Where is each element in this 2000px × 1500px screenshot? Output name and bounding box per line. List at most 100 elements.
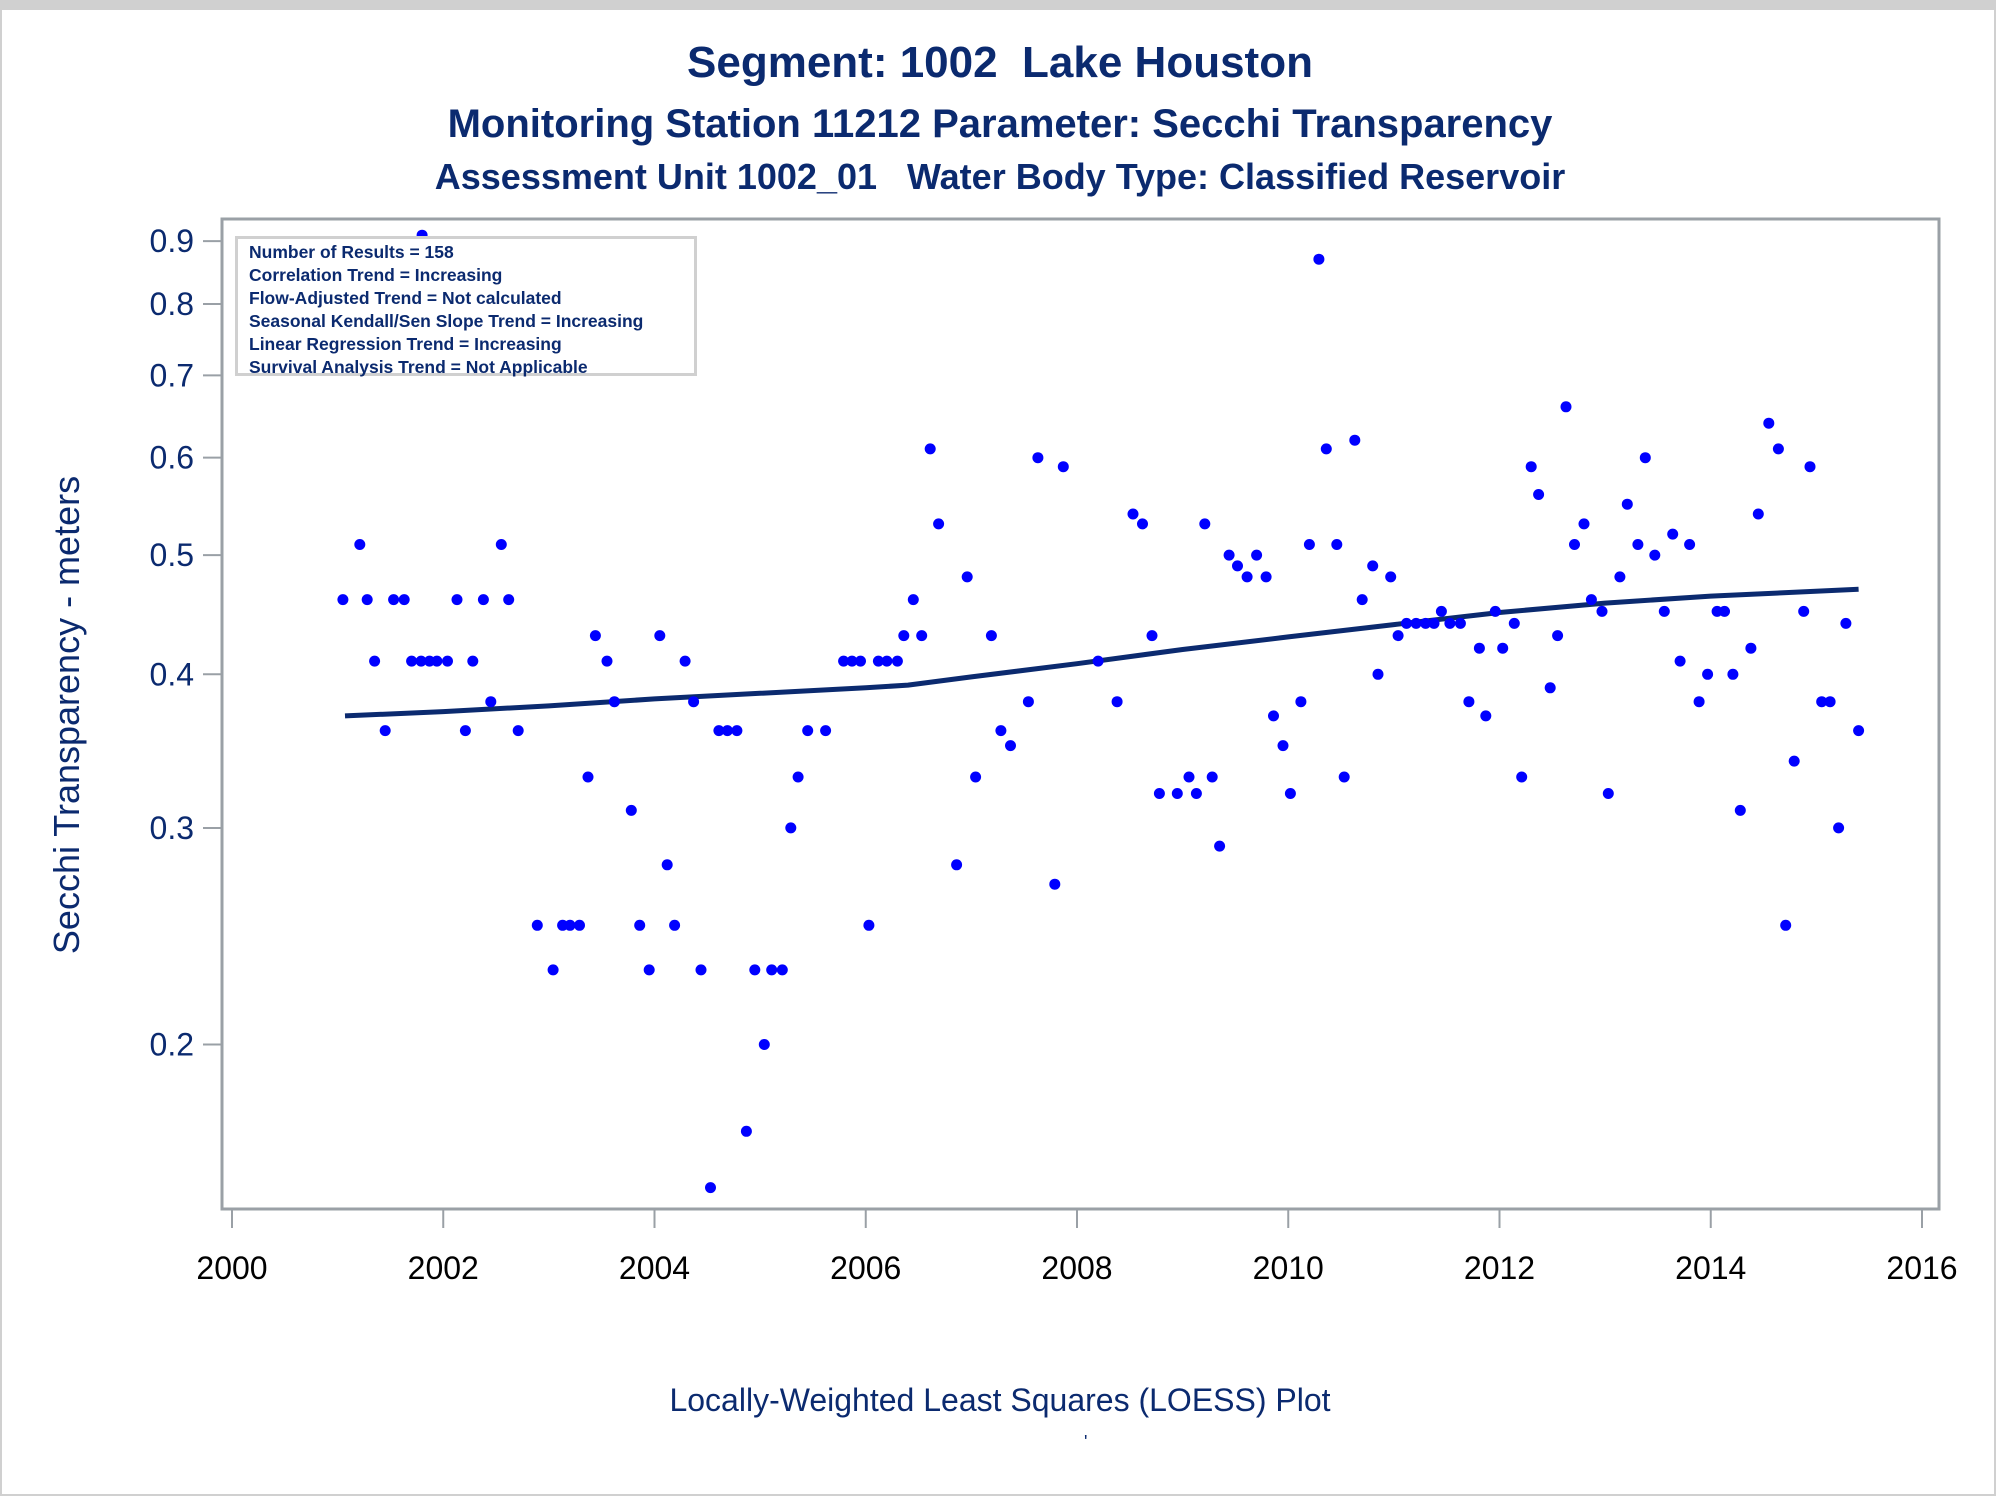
data-point — [1833, 822, 1845, 834]
data-point — [1639, 452, 1651, 464]
data-point — [608, 696, 620, 708]
data-point — [985, 630, 997, 642]
data-point — [1533, 489, 1545, 500]
data-point — [924, 443, 936, 455]
data-point — [1480, 710, 1492, 722]
data-point — [369, 655, 381, 667]
data-point — [1092, 655, 1104, 667]
data-point — [1367, 560, 1379, 572]
data-point — [1385, 571, 1397, 583]
chart-subtitle-assessment: Assessment Unit 1002_01 Water Body Type:… — [434, 156, 1566, 197]
data-point — [933, 518, 945, 530]
data-point — [1585, 594, 1597, 606]
data-point — [679, 655, 691, 667]
x-tick-label: 2000 — [196, 1250, 267, 1286]
data-point — [961, 571, 973, 583]
data-points — [337, 229, 1865, 1194]
x-tick-label: 2016 — [1886, 1250, 1957, 1286]
data-point — [838, 655, 850, 667]
data-point — [1752, 508, 1764, 520]
x-axis: 2000 2002 2004 2006 2008 2010 2012 2014 2016 — [196, 1209, 1958, 1286]
data-point — [916, 630, 928, 642]
data-point — [1232, 560, 1243, 572]
data-point — [547, 964, 559, 976]
y-axis: 0.2 0.3 0.4 0.5 0.6 0.7 0.8 0.9 — [150, 223, 222, 1063]
data-point — [669, 919, 681, 931]
data-point — [1632, 539, 1644, 550]
data-point — [881, 655, 893, 667]
data-point — [1435, 605, 1447, 617]
y-tick-label: 0.9 — [150, 223, 194, 259]
data-point — [1702, 668, 1714, 680]
legend-linear-regression-trend: Linear Regression Trend = Increasing — [249, 334, 562, 354]
loess-line — [344, 586, 1859, 719]
y-tick-label: 0.4 — [150, 656, 194, 692]
data-point — [1840, 617, 1852, 629]
data-point — [1816, 696, 1828, 708]
data-point — [1331, 539, 1343, 550]
data-point — [1614, 571, 1626, 583]
x-tick-label: 2006 — [830, 1250, 901, 1286]
data-point — [1241, 571, 1253, 583]
data-point — [1569, 539, 1580, 550]
data-point — [898, 630, 910, 642]
data-point — [582, 771, 594, 783]
legend-flow-adjusted-trend: Flow-Adjusted Trend = Not calculated — [249, 288, 562, 308]
data-point — [1804, 461, 1816, 473]
data-point — [1277, 740, 1289, 752]
x-tick-label: 2012 — [1464, 1250, 1535, 1286]
data-point — [379, 725, 391, 737]
data-point — [477, 594, 489, 606]
data-point — [1153, 788, 1165, 799]
data-point — [820, 725, 832, 737]
y-tick-label: 0.8 — [150, 286, 194, 322]
data-point — [467, 655, 479, 667]
data-point — [1719, 605, 1730, 617]
data-point — [1621, 498, 1633, 510]
data-point — [1596, 605, 1608, 617]
data-point — [1602, 788, 1614, 799]
trend-summary-box: Number of Results = 158 Correlation Tren… — [235, 236, 697, 377]
data-point — [1772, 443, 1784, 455]
data-point — [1674, 655, 1686, 667]
data-point — [1137, 518, 1148, 530]
data-point — [1798, 605, 1810, 617]
data-point — [361, 594, 373, 606]
caption-mark: ' — [1084, 1432, 1088, 1452]
data-point — [1251, 549, 1263, 561]
y-tick-label: 0.3 — [150, 810, 194, 846]
data-point — [1525, 461, 1537, 473]
data-point — [1516, 771, 1528, 783]
data-point — [1780, 919, 1792, 931]
data-point — [1560, 401, 1572, 413]
data-point — [721, 725, 733, 737]
data-point — [1727, 668, 1739, 680]
data-point — [406, 655, 418, 667]
data-point — [785, 822, 797, 834]
data-point — [398, 594, 410, 606]
data-point — [495, 539, 507, 550]
data-point — [1356, 594, 1368, 606]
data-point — [531, 919, 543, 931]
data-point — [1788, 755, 1800, 767]
data-point — [512, 725, 524, 737]
legend-survival-analysis-trend: Survival Analysis Trend = Not Applicable — [249, 357, 588, 377]
data-point — [1190, 788, 1202, 799]
data-point — [634, 919, 646, 931]
data-point — [1392, 630, 1404, 642]
legend-seasonal-kendall-trend: Seasonal Kendall/Sen Slope Trend = Incre… — [249, 311, 644, 331]
data-point — [431, 655, 443, 667]
x-tick-label: 2008 — [1041, 1250, 1112, 1286]
data-point — [1005, 740, 1016, 752]
data-point — [1146, 630, 1158, 642]
data-point — [688, 696, 700, 708]
data-point — [485, 696, 497, 708]
data-point — [1268, 710, 1279, 722]
data-point — [1763, 417, 1775, 429]
data-point — [1544, 682, 1556, 694]
data-point — [574, 919, 585, 931]
data-point — [1508, 617, 1520, 629]
data-point — [749, 964, 761, 976]
data-point — [1032, 452, 1044, 464]
